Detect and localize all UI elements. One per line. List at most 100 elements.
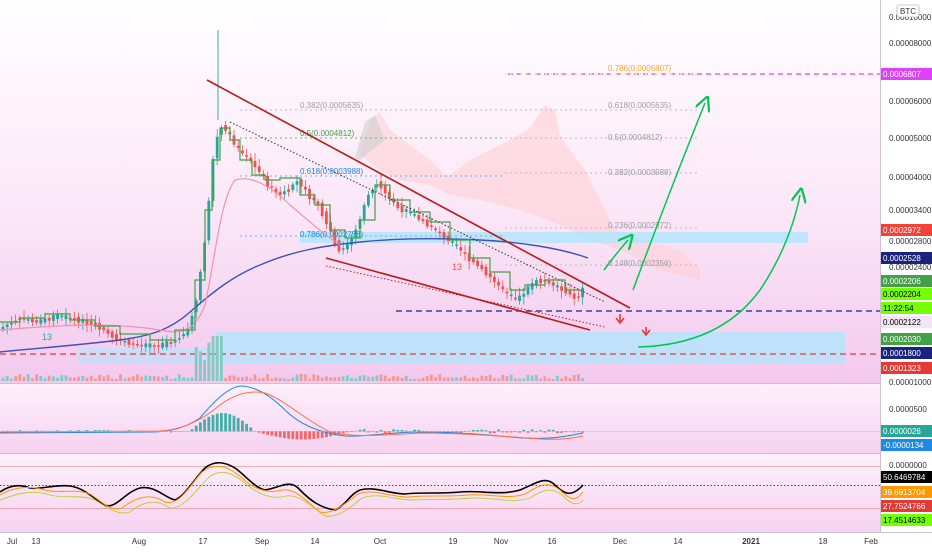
macd-bar-68 — [287, 431, 290, 439]
volume-bar-69 — [291, 377, 295, 381]
macd-bar-81 — [341, 431, 345, 434]
volume-bar-17 — [73, 377, 76, 381]
volume-bar-123 — [518, 378, 521, 381]
candle-137 — [577, 289, 580, 302]
svg-text:17.4514633: 17.4514633 — [883, 516, 926, 525]
volume-bar-32 — [136, 374, 139, 381]
price-badge-6: 0.0002122 — [881, 316, 932, 328]
price-tick-7: 0.00002400 — [889, 263, 932, 272]
volume-bar-92 — [388, 378, 391, 381]
candle-0 — [1, 321, 5, 333]
volume-bar-83 — [350, 377, 353, 381]
macd-bar-65 — [274, 431, 278, 437]
macd-bar-13 — [56, 430, 59, 432]
candle-124 — [522, 288, 526, 305]
macd-bar-77 — [325, 431, 328, 438]
volume-bar-11 — [47, 375, 51, 381]
candle-126 — [530, 278, 534, 295]
volume-bar-94 — [396, 376, 400, 381]
candle-13 — [56, 309, 59, 324]
fib-left-label-2: 0.618(0.0003988) — [300, 167, 364, 176]
candle-56 — [236, 140, 240, 152]
macd-bar-99 — [417, 429, 421, 432]
volume-bar-60 — [253, 374, 257, 381]
time-tick-11: 14 — [674, 537, 683, 546]
currency-label: BTC — [900, 7, 916, 16]
macd-bar-57 — [241, 420, 244, 432]
volume-bar-101 — [425, 376, 429, 381]
volume-bar-47 — [199, 351, 202, 381]
price-badge-7: 0.0002030 — [881, 333, 932, 345]
volume-bar-112 — [472, 377, 475, 381]
time-tick-3: 17 — [199, 537, 208, 546]
volume-bar-14 — [60, 375, 64, 381]
stoch-badge-2: 27.7524766 — [881, 500, 932, 512]
volume-bar-117 — [493, 378, 496, 381]
candle-76 — [320, 199, 324, 219]
volume-bar-46 — [194, 347, 198, 381]
volume-bar-89 — [375, 375, 379, 381]
volume-bar-40 — [169, 378, 173, 381]
price-badge-5: 11:22:54 — [881, 302, 932, 314]
volume-bar-56 — [236, 377, 240, 381]
macd-bar-69 — [291, 431, 295, 440]
macd-bar-47 — [199, 422, 202, 432]
volume-bar-75 — [316, 375, 320, 381]
volume-bar-29 — [123, 378, 127, 381]
stoch-d2 — [0, 471, 584, 517]
price-tick-1: 0.00008000 — [889, 39, 932, 48]
time-tick-1: 13 — [32, 537, 41, 546]
support-zone-left — [78, 348, 218, 364]
volume-bar-13 — [56, 377, 59, 381]
candle-69 — [291, 181, 295, 193]
volume-bar-35 — [148, 375, 152, 381]
macd-bar-126 — [530, 429, 534, 432]
macd-bar-18 — [77, 430, 80, 432]
volume-bar-44 — [186, 378, 190, 381]
svg-text:0.0002122: 0.0002122 — [883, 318, 921, 327]
volume-bar-28 — [119, 374, 122, 381]
volume-bar-119 — [501, 375, 505, 381]
volume-bar-10 — [43, 377, 47, 381]
macd-bar-48 — [203, 419, 206, 432]
candle-25 — [106, 326, 110, 338]
volume-bar-76 — [320, 377, 324, 381]
candle-71 — [299, 177, 303, 194]
macd-bar-16 — [68, 430, 72, 432]
volume-bar-95 — [400, 377, 404, 381]
candle-109 — [459, 240, 463, 256]
macd-bar-53 — [224, 413, 227, 432]
svg-text:11:22:54: 11:22:54 — [883, 304, 914, 313]
volume-bar-99 — [417, 378, 421, 381]
volume-bar-125 — [526, 374, 530, 381]
candle-114 — [480, 260, 484, 272]
macd-bar-125 — [526, 431, 530, 433]
price-badge-4: 0.0002204 — [881, 288, 932, 300]
candle-77 — [325, 207, 328, 230]
ma-blue — [0, 238, 589, 353]
macd-bar-2 — [10, 430, 13, 432]
candle-82 — [346, 237, 349, 254]
macd-bar-128 — [539, 430, 542, 432]
fib-left — [240, 109, 505, 237]
fib-left-label-0: 0.382(0.0005635) — [300, 101, 364, 110]
candle-marker-1: 13 — [42, 332, 52, 342]
macd-bar-132 — [556, 431, 559, 433]
candle-19 — [81, 314, 85, 330]
volume-bar-0 — [1, 377, 5, 381]
volume-bar-63 — [266, 374, 269, 381]
price-tick-4: 0.00004000 — [889, 173, 932, 182]
stoch-badge-0: 50.6469784 — [881, 471, 932, 483]
volume-bar-65 — [274, 377, 278, 381]
volume-bar-110 — [463, 375, 467, 381]
volume-bar-38 — [161, 377, 164, 381]
svg-text:0.0001800: 0.0001800 — [883, 349, 921, 358]
candle-127 — [535, 277, 538, 289]
projection-arrow-long — [632, 103, 705, 291]
candle-60 — [253, 153, 257, 174]
time-tick-6: Oct — [374, 537, 387, 546]
volume-bar-19 — [81, 376, 85, 381]
volume-bar-68 — [287, 378, 290, 381]
price-badge-2: 0.0002528 — [881, 252, 932, 264]
